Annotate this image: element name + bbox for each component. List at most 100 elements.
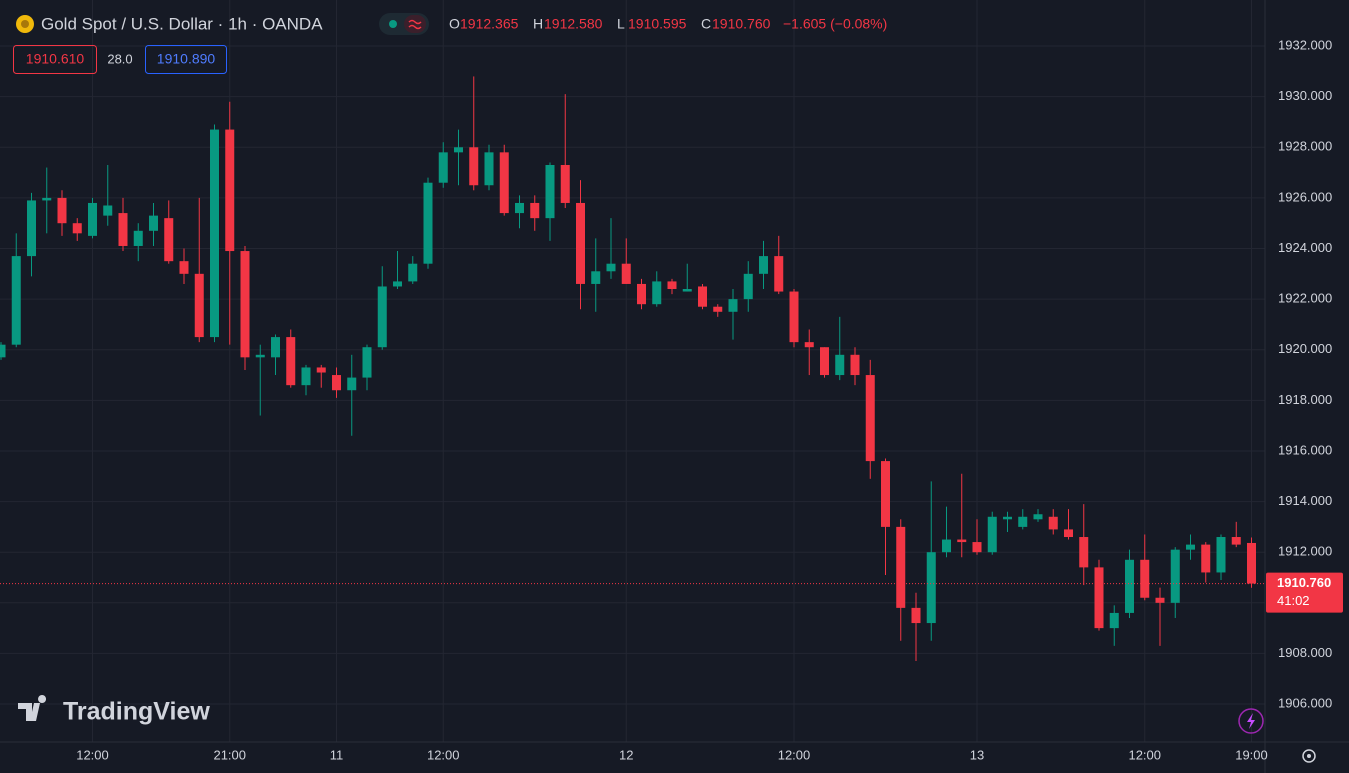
candle-body	[1231, 537, 1241, 545]
candle-body	[804, 342, 814, 348]
candle-body	[942, 539, 951, 553]
candle-body	[57, 197, 67, 224]
candle-body	[72, 223, 82, 234]
candle-body	[850, 354, 860, 376]
candle-body	[88, 202, 97, 236]
candle-body	[621, 263, 631, 284]
last-price-box	[1266, 572, 1343, 613]
candle-body	[118, 213, 128, 246]
candle-body	[1094, 567, 1104, 629]
candle-body	[637, 283, 646, 305]
candle-body	[1155, 597, 1165, 603]
candle-body	[27, 200, 36, 257]
ohlc-key: H	[533, 16, 543, 32]
x-tick-label: 12:00	[1128, 747, 1161, 762]
ohlc-value: 1912.365	[460, 16, 519, 32]
change: −1.605 (−0.08%)	[783, 16, 887, 32]
countdown: 41:02	[1277, 593, 1310, 608]
candle-body	[1033, 514, 1043, 520]
candles	[0, 76, 1265, 662]
y-tick-label: 1914.000	[1278, 493, 1332, 508]
candle-body	[240, 251, 250, 358]
spread: 28.0	[107, 51, 132, 66]
candle-body	[530, 202, 540, 219]
candle-body	[0, 344, 6, 358]
candle-body	[347, 377, 357, 391]
candle-body	[774, 256, 784, 292]
candle-body	[499, 152, 509, 214]
watermark: TradingView	[18, 695, 210, 726]
x-tick-label: 12:00	[778, 747, 811, 762]
candle-body	[1003, 516, 1012, 520]
candle-body	[652, 281, 662, 305]
x-tick-label: 12:00	[76, 747, 109, 762]
candle-body	[1064, 529, 1073, 538]
candle-body	[1140, 559, 1150, 598]
ohlc-value: 1912.580	[544, 16, 603, 32]
x-tick-label: 11	[330, 747, 344, 762]
logo-text: TradingView	[63, 698, 210, 726]
x-tick-label: 12	[619, 747, 633, 762]
candle-body	[42, 197, 52, 201]
y-tick-label: 1922.000	[1278, 291, 1332, 306]
candle-body	[438, 152, 448, 183]
alert-icon	[1247, 713, 1255, 729]
last-price-label: 1910.760	[1277, 575, 1331, 590]
candle-body	[606, 263, 616, 272]
symbol-icon-inner	[21, 20, 29, 28]
candle-body	[1109, 612, 1119, 629]
candle-body	[332, 375, 341, 391]
candle-body	[576, 202, 585, 284]
logo-icon	[18, 695, 47, 721]
y-tick-label: 1920.000	[1278, 341, 1332, 356]
candle-body	[911, 607, 921, 624]
candle-body	[362, 347, 372, 378]
x-tick-label: 13	[970, 747, 984, 762]
ohlc-key: O	[449, 16, 460, 32]
candle-body	[713, 306, 723, 312]
y-tick-label: 1928.000	[1278, 139, 1332, 154]
bid-box[interactable]	[13, 45, 97, 74]
settings-icon	[1307, 754, 1311, 758]
candle-body	[469, 147, 479, 186]
candle-body	[484, 152, 494, 186]
candle-body	[667, 281, 677, 290]
y-tick-label: 1930.000	[1278, 88, 1332, 103]
x-tick-label: 12:00	[427, 747, 460, 762]
candle-body	[789, 291, 799, 343]
candle-body	[926, 552, 936, 624]
candle-body	[972, 542, 982, 553]
candle-body	[987, 516, 997, 553]
candle-body	[896, 526, 906, 608]
candle-body	[865, 375, 875, 462]
alert-button[interactable]	[1238, 708, 1264, 734]
symbol-title: Gold Spot / U.S. Dollar · 1h · OANDA	[41, 14, 323, 33]
candle-body	[255, 354, 265, 358]
y-tick-label: 1916.000	[1278, 442, 1332, 457]
candle-body	[1048, 516, 1058, 530]
candle-body	[377, 286, 387, 348]
candle-body	[560, 165, 570, 203]
settings-button[interactable]	[1302, 749, 1316, 763]
candle-body	[591, 271, 601, 284]
ask-price: 1910.890	[157, 51, 216, 67]
candle-body	[515, 202, 524, 214]
candle-body	[11, 256, 21, 345]
delay-icon	[408, 19, 422, 30]
candle-body	[393, 281, 402, 287]
y-tick-label: 1908.000	[1278, 645, 1332, 660]
ask-box[interactable]	[145, 45, 227, 74]
candle-body	[194, 273, 204, 338]
candle-body	[957, 539, 967, 543]
candle-body	[210, 129, 219, 338]
market-open-dot	[389, 20, 397, 28]
candle-body	[1186, 544, 1195, 550]
candle-body	[1247, 542, 1256, 584]
candle-body	[698, 286, 707, 307]
candle-body	[545, 165, 555, 219]
y-tick-label: 1912.000	[1278, 544, 1332, 559]
candle-body	[1079, 537, 1089, 568]
